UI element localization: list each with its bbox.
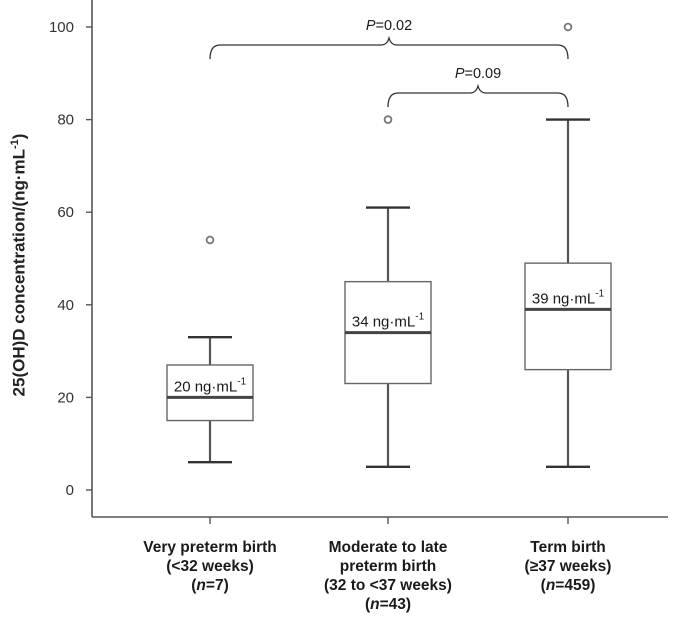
category-label-3: Term birth (≥37 weeks) (n=459) [458, 538, 678, 595]
median-label: 39 ng·mL-1 [532, 288, 605, 307]
sample-size: (n=459) [540, 577, 596, 594]
box-3: 39 ng·mL-1 [524, 22, 612, 469]
category-line: preterm birth [339, 558, 437, 575]
sample-size: (n=7) [191, 577, 229, 594]
y-tick-label: 20 [57, 389, 74, 406]
y-tick-label: 0 [66, 482, 74, 499]
box-2: 34 ng·mL-1 [344, 115, 432, 469]
iqr-box [166, 364, 254, 422]
significance-brackets: P=0.02 P=0.09 [209, 18, 569, 108]
category-line: Very preterm birth [143, 539, 277, 556]
bracket-1: P=0.02 [209, 18, 569, 60]
outlier-point [563, 22, 573, 32]
bracket-2: P=0.09 [387, 66, 569, 108]
boxes: 20 ng·mL-1 34 ng·mL-1 39 ng·mL-1 [166, 22, 612, 469]
median-label: 34 ng·mL-1 [352, 312, 425, 331]
y-axis-label: 25(OH)D concentration/(ng·mL-1) [9, 133, 29, 397]
outlier-point [205, 235, 215, 245]
category-line: (32 to <37 weeks) [324, 577, 452, 594]
iqr-box [524, 262, 612, 371]
category-line: Moderate to late [328, 539, 448, 556]
category-line: (<32 weeks) [166, 558, 254, 575]
bracket-line [387, 83, 569, 108]
outlier-point [383, 115, 393, 124]
category-line: Term birth [530, 539, 606, 556]
category-line: (≥37 weeks) [524, 558, 612, 575]
category-label-1: Very preterm birth (<32 weeks) (n=7) [100, 538, 320, 595]
p-value-label: P=0.09 [455, 66, 501, 82]
box-1: 20 ng·mL-1 [166, 235, 254, 464]
axes: 0 20 40 60 80 100 [49, 0, 668, 524]
median-label: 20 ng·mL-1 [174, 376, 247, 395]
p-value-label: P=0.02 [366, 18, 412, 34]
y-tick-label: 40 [57, 297, 74, 314]
y-tick-label: 80 [57, 112, 74, 129]
y-tick-label: 60 [57, 204, 74, 221]
bracket-line [209, 35, 569, 60]
y-tick-label: 100 [49, 19, 74, 36]
category-label-2: Moderate to late preterm birth (32 to <37 … [278, 538, 498, 614]
sample-size: (n=43) [364, 596, 412, 613]
